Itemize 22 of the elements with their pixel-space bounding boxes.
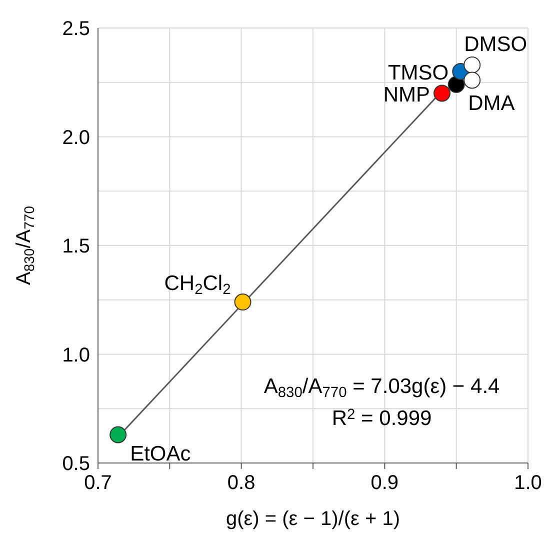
annotation: DMSO	[464, 32, 528, 56]
annotation: DMA	[468, 92, 515, 116]
x-axis-title: g(ε) = (ε − 1)/(ε + 1)	[226, 508, 400, 530]
x-tick-label: 1.0	[514, 472, 542, 494]
annotation: A$_{830}$/A$_{770}$ = 7.03g(ε) − 4.4	[264, 375, 500, 401]
y-tick-label: 1.5	[62, 236, 90, 258]
y-tick-label: 2.0	[62, 126, 90, 149]
point	[464, 72, 481, 89]
x-tick-label: 0.9	[370, 472, 399, 494]
point	[234, 294, 252, 311]
y-tick-label: 2.5	[62, 18, 90, 40]
point	[464, 56, 481, 74]
point	[448, 76, 465, 94]
annotation: NMP	[383, 83, 430, 106]
annotation: R$^{2}$ = 0.999	[332, 407, 432, 430]
annotation: CH$_{2}$Cl$_{2}$	[164, 272, 231, 298]
annotation: TMSO	[388, 62, 449, 84]
y-tick-label: 1.0	[62, 344, 90, 366]
x-tick-label: 0.8	[227, 472, 256, 494]
annotation: EtOAc	[130, 442, 191, 466]
point	[434, 84, 450, 102]
point	[110, 426, 127, 444]
